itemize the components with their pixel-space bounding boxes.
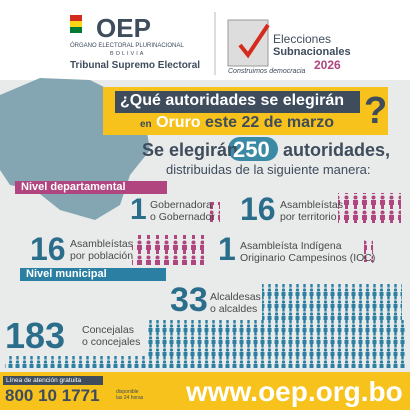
header-bg bbox=[0, 0, 410, 80]
label: Gobernadora o Gobernador bbox=[150, 199, 215, 223]
icons bbox=[338, 193, 401, 223]
icons bbox=[132, 235, 204, 265]
count: 16 bbox=[240, 191, 276, 227]
title-text: este 22 de marzo bbox=[205, 114, 334, 131]
flag-yellow bbox=[70, 21, 82, 27]
label-line: o concejales bbox=[82, 336, 141, 348]
label-line: Originario Campesinos (IOC) bbox=[240, 252, 376, 264]
label-line: Asambleístas bbox=[70, 238, 134, 250]
label-line: Asambleístas bbox=[280, 199, 344, 211]
title: ¿Qué autoridades se elegirán bbox=[120, 92, 345, 109]
availability-line: las 24 horas bbox=[116, 395, 144, 401]
label: Concejalas o concejales bbox=[82, 324, 140, 348]
label: Asambleísta Indígena Originario Campesino… bbox=[240, 240, 375, 264]
check bbox=[238, 23, 270, 59]
hotline-box bbox=[3, 376, 103, 385]
section-title: Nivel municipal bbox=[20, 268, 166, 281]
flag-green bbox=[70, 27, 82, 33]
tribunal: Tribunal Supremo Electoral bbox=[70, 60, 201, 71]
banner-box bbox=[115, 91, 360, 113]
section-title: Nivel departamental bbox=[15, 181, 167, 194]
flag-red bbox=[70, 15, 82, 21]
count: 16 bbox=[30, 231, 66, 267]
hotline-label: Línea de atención gratuita bbox=[6, 377, 82, 384]
label-line: o alcaldes bbox=[210, 303, 258, 315]
availability: disponible las 24 horas bbox=[116, 389, 143, 401]
icons bbox=[262, 284, 402, 320]
count: 183 bbox=[5, 315, 66, 356]
icons bbox=[210, 202, 220, 222]
label-line: por territorio bbox=[280, 211, 337, 223]
count: 1 bbox=[218, 231, 236, 267]
label-line: Asambleísta Indígena bbox=[240, 240, 342, 252]
icons bbox=[146, 320, 405, 356]
icons bbox=[364, 240, 373, 262]
summary: autoridades, bbox=[283, 140, 391, 160]
count: 1 bbox=[130, 193, 147, 226]
slogan: Construimos democracia bbox=[228, 68, 306, 75]
subtitle: distribuidas de la siguiente manera: bbox=[166, 162, 371, 177]
org: ÓRGANO ELECTORAL PLURINACIONAL bbox=[70, 43, 184, 49]
count: 33 bbox=[170, 281, 208, 319]
title-text: en bbox=[140, 119, 152, 130]
question-mark: ? bbox=[364, 90, 388, 132]
place: Oruro bbox=[156, 114, 201, 131]
event: Elecciones bbox=[273, 32, 332, 46]
summary: Se elegirán bbox=[142, 140, 239, 160]
event-year: 2026 bbox=[314, 58, 341, 72]
label-line: o Gobernador bbox=[150, 211, 215, 223]
ballot-box bbox=[227, 19, 269, 67]
label-line: Alcaldesas bbox=[210, 291, 261, 303]
label-line: Concejalas bbox=[82, 324, 134, 336]
website: www.oep.org.bo bbox=[186, 376, 403, 407]
event: Subnacionales bbox=[273, 46, 351, 58]
label-line: Gobernadora bbox=[150, 199, 212, 211]
label-line: por población bbox=[70, 250, 134, 262]
logo: OEP bbox=[96, 13, 151, 43]
total-pill bbox=[228, 137, 278, 161]
title: en Oruro este 22 de marzo bbox=[140, 114, 334, 132]
availability-line: disponible bbox=[116, 389, 139, 395]
label: Alcaldesas o alcaldes bbox=[210, 291, 261, 315]
total: 250 bbox=[233, 137, 270, 162]
country: BOLIVIA bbox=[110, 51, 146, 57]
label: Asambleístas por población bbox=[70, 238, 133, 262]
icons bbox=[5, 356, 405, 368]
label: Asambleístas por territorio bbox=[280, 199, 343, 223]
phone: 800 10 1771 bbox=[5, 386, 100, 405]
